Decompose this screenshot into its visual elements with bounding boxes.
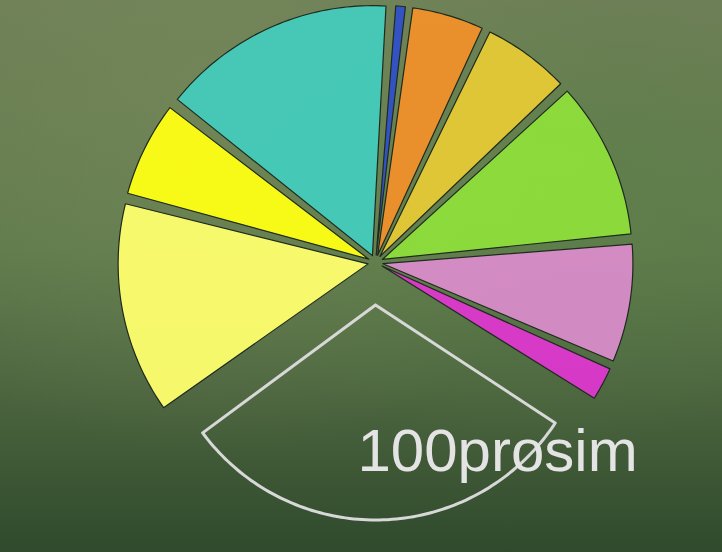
svg-text:100prosim: 100prosim [357,417,637,484]
